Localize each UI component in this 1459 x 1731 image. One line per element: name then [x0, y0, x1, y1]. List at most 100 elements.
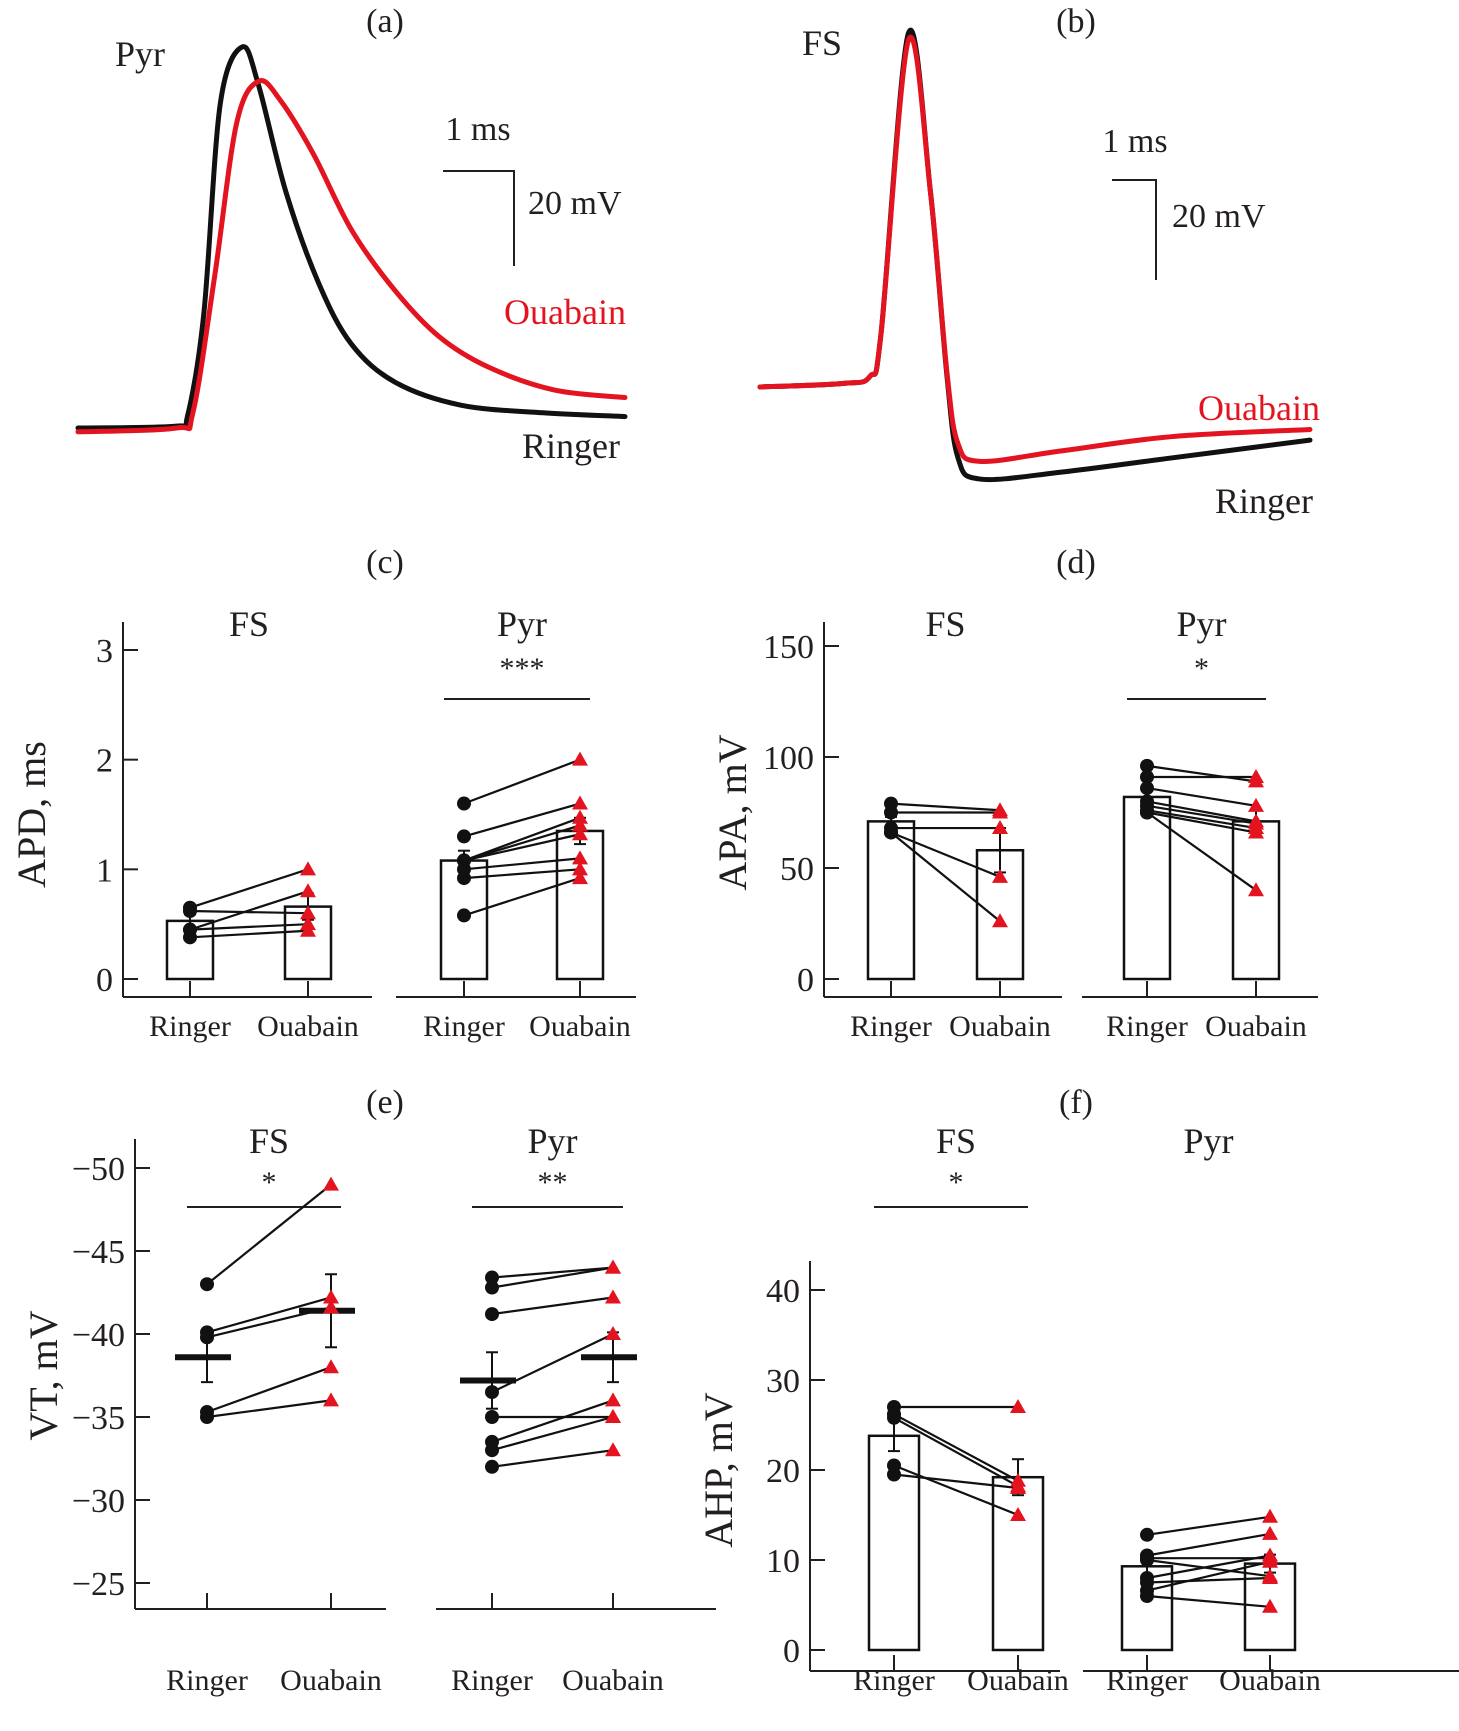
- paired-line: [206, 1399, 332, 1419]
- ouabain-point: [323, 1289, 339, 1304]
- plot-e: −25 −30 −35 −40 −45 −50 VT, mV Ringer Ouabain FS *…: [21, 1121, 716, 1697]
- ouabain-point: [323, 1359, 339, 1374]
- ouabain-point: [605, 1392, 621, 1407]
- scale-label-time: 1 ms: [445, 111, 510, 148]
- ouabain-point: [1262, 1553, 1278, 1568]
- y-tick-label: −40: [72, 1317, 125, 1354]
- paired-line: [1146, 1554, 1271, 1580]
- significance-stars: *: [1194, 652, 1209, 685]
- y-tick-label: −30: [72, 1483, 125, 1520]
- y-tick-label: −50: [72, 1151, 125, 1188]
- significance-stars: *: [262, 1166, 277, 1199]
- ouabain-point: [605, 1289, 621, 1304]
- ringer-point: [1140, 1589, 1154, 1603]
- paired-line: [189, 923, 309, 931]
- stat-plots: 0 1 2 3 APD, ms Ringer Ouabain FS Ringer Ouabain P…: [9, 604, 1459, 1697]
- ouabain-point: [1262, 1570, 1278, 1584]
- paired-line: [1146, 804, 1257, 825]
- paired-line: [491, 1266, 614, 1289]
- ringer-point: [1140, 769, 1154, 784]
- ouabain-point: [572, 751, 588, 766]
- ringer-point: [457, 871, 471, 886]
- group-fs: Ringer Ouabain FS *: [810, 1121, 1069, 1697]
- paired-line: [206, 1296, 332, 1334]
- paired-line: [893, 1413, 1019, 1482]
- x-tick-label: Ringer: [1106, 1664, 1188, 1697]
- x-tick-label: Ringer: [1106, 1010, 1188, 1043]
- legend-ringer-b: Ringer: [1215, 481, 1313, 521]
- y-axis-title: APD, ms: [9, 741, 54, 888]
- y-tick-label: 40: [766, 1273, 800, 1310]
- x-tick-label: Ouabain: [967, 1664, 1069, 1697]
- traces-b: [757, 27, 1313, 483]
- panel-a: (a) Pyr 1 ms 20 mV Ouabain Ringer: [75, 3, 628, 466]
- panel-label-a: (a): [366, 3, 404, 40]
- trace-title-fs: FS: [802, 23, 842, 63]
- scale-label-voltage-b: 20 mV: [1172, 198, 1266, 235]
- paired-line: [463, 802, 581, 838]
- paired-line: [491, 1415, 614, 1452]
- y-tick-label: −35: [72, 1400, 125, 1437]
- ringer-point: [200, 1325, 214, 1340]
- legend-ouabain-a: Ouabain: [504, 292, 626, 332]
- ringer-point: [183, 904, 197, 919]
- group-title: Pyr: [527, 1121, 577, 1161]
- x-tick-label: Ringer: [850, 1010, 932, 1043]
- y-tick-label: 30: [766, 1363, 800, 1400]
- y-tick-label: 100: [763, 740, 814, 777]
- x-tick-label: Ouabain: [529, 1010, 631, 1043]
- ouabain-point: [300, 922, 316, 937]
- ringer-point: [457, 796, 471, 811]
- x-tick-label: Ouabain: [280, 1664, 382, 1697]
- ringer-point: [884, 805, 898, 820]
- group-fs: Ringer Ouabain FS: [123, 604, 372, 1043]
- paired-line: [206, 1306, 332, 1339]
- paired-line: [189, 868, 309, 909]
- paired-line: [893, 1473, 1019, 1490]
- ouabain-point: [572, 795, 588, 810]
- scale-label-time-b: 1 ms: [1102, 123, 1167, 160]
- ouabain-point: [1262, 1508, 1278, 1523]
- ouabain-point: [1010, 1480, 1026, 1494]
- ringer-point: [1140, 1527, 1154, 1542]
- paired-line: [890, 802, 1001, 812]
- paired-line: [1146, 1558, 1271, 1578]
- group-pyr: Ringer Ouabain Pyr ***: [396, 604, 636, 1043]
- paired-line: [1146, 1594, 1271, 1608]
- paired-line: [189, 890, 309, 931]
- group-title: FS: [925, 604, 965, 644]
- y-tick-label: −45: [72, 1234, 125, 1271]
- ringer-point: [200, 1277, 214, 1292]
- traces-a: [75, 44, 628, 435]
- trace-ringer: [75, 44, 628, 431]
- paired-line: [463, 857, 581, 871]
- paired-line: [1146, 1532, 1271, 1557]
- paired-line: [893, 1416, 1019, 1488]
- plot-f: 0 10 20 30 40 AHP, mV Ringer Ouabain FS * Ringer Ou…: [696, 1121, 1459, 1697]
- paired-line: [463, 868, 581, 880]
- paired-line: [463, 816, 581, 862]
- paired-line: [206, 1366, 332, 1414]
- scale-label-voltage: 20 mV: [528, 185, 622, 222]
- paired-line: [491, 1449, 614, 1468]
- x-tick-label: Ouabain: [1205, 1010, 1307, 1043]
- ringer-point: [485, 1459, 499, 1474]
- group-title: Pyr: [1176, 604, 1226, 644]
- paired-line: [1146, 764, 1257, 783]
- plot-d: 0 50 100 150 APA, mV Ringer Ouabain FS Ringer Oua…: [710, 604, 1318, 1043]
- y-tick-label: 0: [783, 1633, 800, 1670]
- paired-line: [1146, 1576, 1271, 1584]
- y-tick-label: 20: [766, 1453, 800, 1490]
- x-tick-label: Ouabain: [1219, 1664, 1321, 1697]
- ouabain-point: [323, 1299, 339, 1314]
- paired-line: [1146, 1560, 1271, 1592]
- ringer-point: [485, 1385, 499, 1400]
- paired-line: [1146, 786, 1257, 807]
- ouabain-point: [992, 868, 1008, 883]
- y-tick-label: 0: [96, 962, 113, 999]
- panel-label-e: (e): [366, 1084, 404, 1121]
- ouabain-point: [1010, 1399, 1026, 1413]
- paired-line: [463, 758, 581, 805]
- group-pyr: Ringer Ouabain Pyr: [1083, 1121, 1459, 1697]
